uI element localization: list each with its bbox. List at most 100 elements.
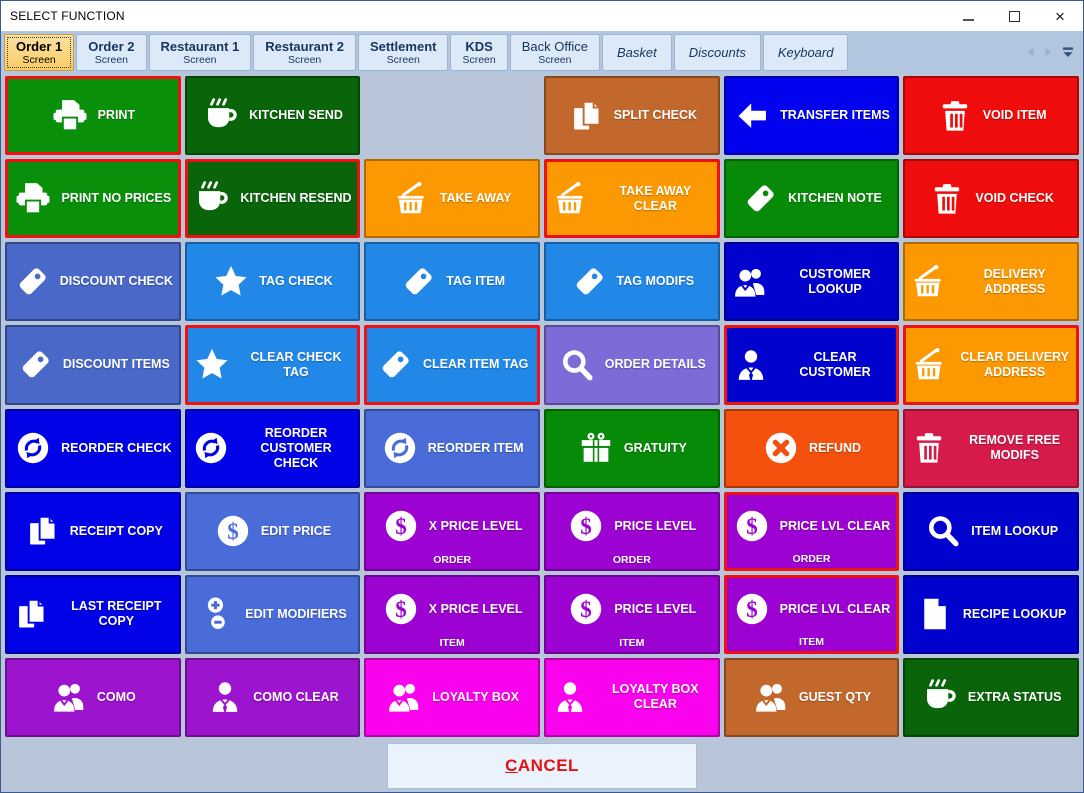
button-price-lvl-clear-item[interactable]: $ PRICE LVL CLEAR ITEM bbox=[723, 574, 900, 654]
button-discount-items[interactable]: DISCOUNT ITEMS bbox=[5, 325, 181, 405]
button-loyalty-box-clear[interactable]: LOYALTY BOX CLEAR bbox=[544, 657, 720, 737]
button-kitchen-resend[interactable]: KITCHEN RESEND bbox=[184, 159, 361, 239]
titlebar: SELECT FUNCTION × bbox=[1, 1, 1083, 31]
button-print-no-prices[interactable]: PRINT NO PRICES bbox=[5, 159, 181, 239]
button-x-price-level-order[interactable]: $ X PRICE LEVEL ORDER bbox=[364, 491, 540, 571]
button-kitchen-note[interactable]: KITCHEN NOTE bbox=[723, 159, 900, 239]
tab-order-2[interactable]: Order 2 Screen bbox=[76, 34, 147, 71]
button-remove-free-modifs[interactable]: REMOVE FREE MODIFS bbox=[903, 408, 1079, 488]
button-extra-status[interactable]: EXTRA STATUS bbox=[903, 657, 1079, 737]
tab-label: Basket bbox=[616, 45, 657, 60]
button-tag-item[interactable]: TAG ITEM bbox=[364, 242, 540, 322]
button-como[interactable]: COMO bbox=[5, 657, 181, 737]
button-recipe-lookup[interactable]: RECIPE LOOKUP bbox=[903, 574, 1079, 654]
button-como-clear[interactable]: COMO CLEAR bbox=[184, 657, 361, 737]
button-take-away-clear[interactable]: TAKE AWAY CLEAR bbox=[544, 159, 720, 239]
button-void-check[interactable]: VOID CHECK bbox=[903, 159, 1079, 239]
button-take-away[interactable]: TAKE AWAY bbox=[364, 159, 540, 239]
button-label: SPLIT CHECK bbox=[613, 108, 697, 123]
tab-restaurant-1[interactable]: Restaurant 1 Screen bbox=[148, 34, 252, 71]
button-clear-item-tag[interactable]: CLEAR ITEM TAG bbox=[364, 325, 540, 405]
minimize-button[interactable] bbox=[945, 1, 991, 31]
tab-kds[interactable]: KDS Screen bbox=[450, 34, 508, 71]
button-label: VOID ITEM bbox=[982, 108, 1047, 123]
tab-label: KDS bbox=[465, 38, 493, 54]
button-split-check[interactable]: SPLIT CHECK bbox=[544, 76, 720, 156]
button-label: TAKE AWAY CLEAR bbox=[619, 183, 692, 213]
button-transfer-items[interactable]: TRANSFER ITEMS bbox=[723, 76, 900, 156]
button-refund[interactable]: REFUND bbox=[723, 408, 900, 488]
tab-settlement[interactable]: Settlement Screen bbox=[358, 34, 449, 71]
button-gratuity[interactable]: GRATUITY bbox=[544, 408, 720, 488]
button-price-level-item[interactable]: $ PRICE LEVEL ITEM bbox=[544, 574, 720, 654]
tab-label: Restaurant 1 bbox=[160, 38, 240, 54]
right-arrow-icon bbox=[1045, 47, 1051, 57]
button-print[interactable]: PRINT bbox=[5, 76, 181, 156]
button-last-receipt-copy[interactable]: LAST RECEIPT COPY bbox=[5, 574, 181, 654]
window-title: SELECT FUNCTION bbox=[10, 9, 125, 23]
button-price-level-order[interactable]: $ PRICE LEVEL ORDER bbox=[544, 491, 720, 571]
close-button[interactable]: × bbox=[1037, 1, 1083, 31]
dollar-icon: $ bbox=[571, 594, 602, 625]
button-order-details[interactable]: ORDER DETAILS bbox=[544, 325, 720, 405]
button-void-item[interactable]: VOID ITEM bbox=[903, 76, 1079, 156]
button-label: TRANSFER ITEMS bbox=[780, 108, 890, 123]
button-x-price-level-item[interactable]: $ X PRICE LEVEL ITEM bbox=[364, 574, 540, 654]
button-label: DISCOUNT ITEMS bbox=[62, 357, 170, 372]
button-reorder-item[interactable]: REORDER ITEM bbox=[364, 408, 540, 488]
tab-scroll-left-button[interactable] bbox=[1025, 46, 1036, 58]
button-label: X PRICE LEVEL bbox=[428, 601, 523, 616]
tab-keyboard[interactable]: Keyboard bbox=[762, 34, 849, 71]
tab-discounts[interactable]: Discounts bbox=[673, 34, 761, 71]
tab-basket[interactable]: Basket bbox=[601, 34, 672, 71]
button-price-lvl-clear-order[interactable]: $ PRICE LVL CLEAR ORDER bbox=[723, 491, 900, 571]
button-clear-delivery-address[interactable]: CLEAR DELIVERY ADDRESS bbox=[903, 325, 1079, 405]
star-icon bbox=[196, 348, 228, 379]
button-label: COMO bbox=[96, 689, 136, 704]
tab-label: Order 2 bbox=[88, 38, 135, 54]
svg-text:$: $ bbox=[227, 519, 238, 544]
person-icon bbox=[557, 682, 583, 713]
button-clear-check-tag[interactable]: CLEAR CHECK TAG bbox=[184, 325, 361, 405]
button-item-lookup[interactable]: ITEM LOOKUP bbox=[903, 491, 1079, 571]
button-clear-customer[interactable]: CLEAR CUSTOMER bbox=[723, 325, 900, 405]
tab-scroll-right-button[interactable] bbox=[1043, 46, 1054, 58]
button-edit-modifiers[interactable]: EDIT MODIFIERS bbox=[184, 574, 361, 654]
pages-icon bbox=[573, 100, 601, 130]
basket-icon bbox=[397, 181, 424, 213]
button-customer-lookup[interactable]: CUSTOMER LOOKUP bbox=[723, 242, 900, 322]
tag-icon bbox=[405, 268, 432, 295]
button-label: ITEM LOOKUP bbox=[971, 523, 1059, 538]
button-reorder-customer-check[interactable]: REORDER CUSTOMER CHECK bbox=[184, 408, 361, 488]
tab-label: Discounts bbox=[688, 45, 746, 60]
person-icon bbox=[213, 682, 238, 713]
button-label: EXTRA STATUS bbox=[967, 689, 1062, 704]
button-tag-modifs[interactable]: TAG MODIFS bbox=[544, 242, 720, 322]
button-loyalty-box[interactable]: LOYALTY BOX bbox=[364, 657, 540, 737]
tag-icon bbox=[382, 351, 409, 378]
button-edit-price[interactable]: $ EDIT PRICE bbox=[184, 491, 361, 571]
button-discount-check[interactable]: DISCOUNT CHECK bbox=[5, 242, 181, 322]
tab-menu-button[interactable] bbox=[1061, 45, 1075, 59]
button-receipt-copy[interactable]: RECEIPT COPY bbox=[5, 491, 181, 571]
button-reorder-check[interactable]: REORDER CHECK bbox=[5, 408, 181, 488]
tab-sublabel: Screen bbox=[183, 53, 217, 66]
tab-order-1[interactable]: Order 1 Screen bbox=[4, 34, 75, 71]
tab-restaurant-2[interactable]: Restaurant 2 Screen bbox=[253, 34, 356, 71]
button-label: X PRICE LEVEL bbox=[428, 518, 523, 533]
tab-label: Order 1 bbox=[16, 38, 63, 54]
tab-strip: Order 1 Screen Order 2 Screen Restaurant 1 Sc… bbox=[3, 33, 849, 71]
button-delivery-address[interactable]: DELIVERY ADDRESS bbox=[903, 242, 1079, 322]
dollar-icon: $ bbox=[736, 594, 767, 625]
button-tag-check[interactable]: TAG CHECK bbox=[184, 242, 361, 322]
button-label: REORDER ITEM bbox=[427, 440, 524, 455]
button-label: REMOVE FREE MODIFS bbox=[969, 433, 1061, 463]
tab-back-office[interactable]: Back Office Screen bbox=[509, 34, 600, 71]
tab-label: Restaurant 2 bbox=[265, 38, 344, 54]
button-guest-qty[interactable]: GUEST QTY bbox=[723, 657, 900, 737]
button-label: CLEAR DELIVERY ADDRESS bbox=[960, 349, 1069, 379]
maximize-button[interactable] bbox=[991, 1, 1037, 31]
button-label: PRICE LEVEL bbox=[614, 601, 697, 616]
button-kitchen-send[interactable]: KITCHEN SEND bbox=[184, 76, 361, 156]
cancel-button[interactable]: CANCEL bbox=[387, 743, 697, 789]
